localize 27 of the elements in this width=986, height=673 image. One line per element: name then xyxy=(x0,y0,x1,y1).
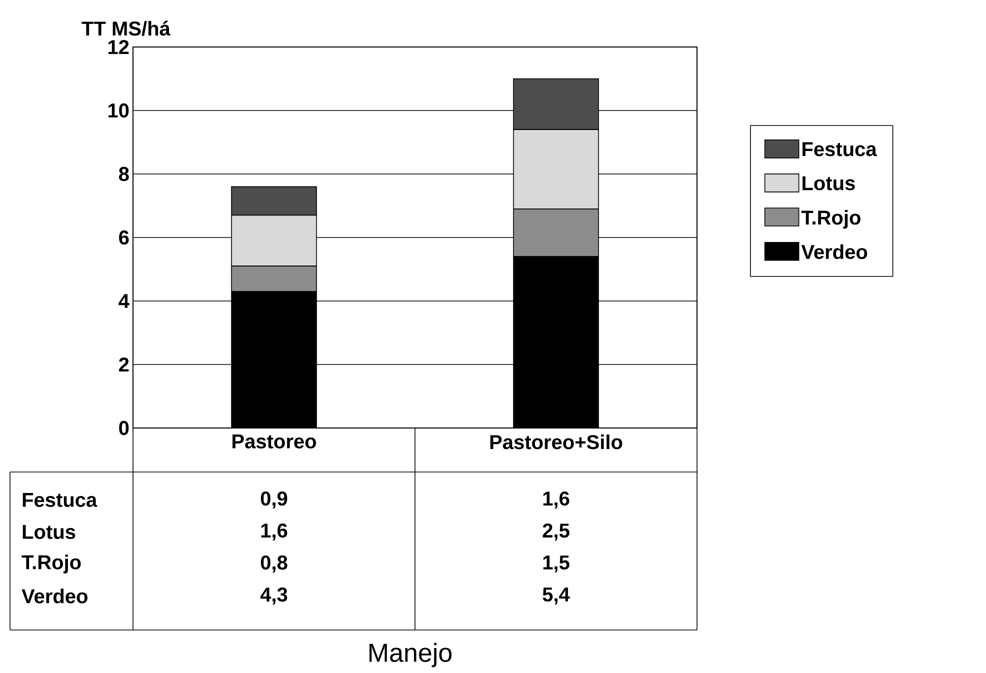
y-tick-label: 4 xyxy=(118,294,130,308)
data-label: 5,4 xyxy=(542,588,570,604)
y-tick-label: 10 xyxy=(108,103,129,118)
legend-label: Festuca xyxy=(802,142,877,156)
data-label: 0,9 xyxy=(260,491,288,509)
data-label: 0,8 xyxy=(260,555,288,573)
data-label: 4,3 xyxy=(260,587,288,605)
data-label: 2,5 xyxy=(542,523,570,541)
legend-label: T.Rojo xyxy=(801,210,860,229)
x-tick-label: Pastoreo+Silo xyxy=(490,434,622,450)
y-tick-label: 12 xyxy=(108,40,129,54)
y-axis-title: TT MS/há xyxy=(82,20,170,36)
legend-label: Lotus xyxy=(802,176,855,190)
text: Verdeo xyxy=(22,588,88,604)
text: T.Rojo xyxy=(22,554,81,574)
legend-label: Verdeo xyxy=(801,244,868,260)
data-label: 1,5 xyxy=(543,556,570,572)
y-tick-label: 6 xyxy=(119,230,129,245)
y-tick-label: 0 xyxy=(119,420,129,436)
data-label: 1,6 xyxy=(261,523,288,541)
x-tick-label: Pastoreo xyxy=(232,434,316,448)
text: Manejo xyxy=(370,642,452,668)
text: Festuca xyxy=(22,493,98,507)
y-tick-label: 2 xyxy=(119,358,129,372)
text: Lotus xyxy=(22,525,76,539)
data-label: 1,6 xyxy=(543,491,570,509)
y-tick-label: 8 xyxy=(118,166,129,182)
